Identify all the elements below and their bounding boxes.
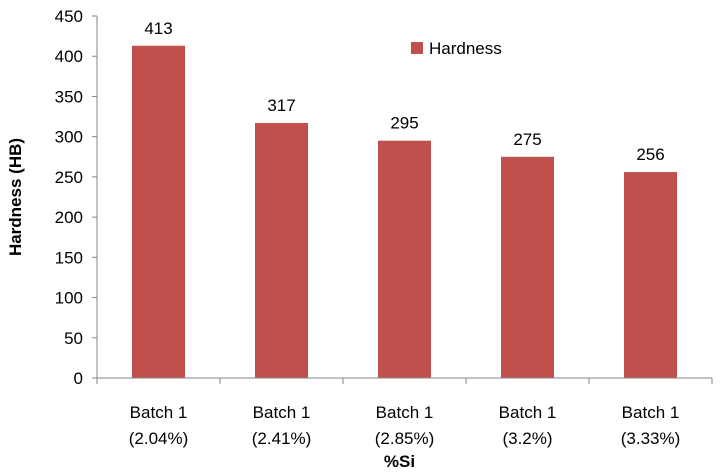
data-label: 295 bbox=[390, 114, 418, 133]
y-tick-label: 400 bbox=[55, 47, 83, 66]
x-axis-title: %Si bbox=[384, 452, 415, 471]
x-axis-ticks: Batch 1 (2.04%) Batch 1 (2.41%) Batch 1 (2.85… bbox=[96, 378, 713, 448]
y-tick-label: 250 bbox=[55, 168, 83, 187]
data-label: 275 bbox=[513, 130, 541, 149]
y-tick-label: 300 bbox=[55, 128, 83, 147]
y-tick-label: 200 bbox=[55, 208, 83, 227]
y-tick-label: 350 bbox=[55, 87, 83, 106]
y-tick-label: 100 bbox=[55, 289, 83, 308]
y-axis-ticks: 0 50 100 150 200 250 300 350 400 450 bbox=[55, 7, 97, 388]
bar bbox=[378, 140, 431, 378]
y-tick-label: 150 bbox=[55, 248, 83, 267]
x-tick-label: (2.85%) bbox=[375, 429, 435, 448]
legend-swatch-hardness bbox=[411, 42, 423, 54]
x-tick-label: Batch 1 bbox=[253, 403, 311, 422]
data-labels: 413 317 295 275 256 bbox=[144, 19, 664, 164]
bar bbox=[624, 172, 677, 378]
y-tick-label: 0 bbox=[74, 369, 83, 388]
data-label: 256 bbox=[636, 145, 664, 164]
bar bbox=[501, 156, 554, 378]
x-tick-label: Batch 1 bbox=[376, 403, 434, 422]
legend-label-hardness: Hardness bbox=[429, 39, 502, 58]
x-tick-label: (3.33%) bbox=[621, 429, 681, 448]
data-label: 413 bbox=[144, 19, 172, 38]
y-tick-label: 50 bbox=[64, 329, 83, 348]
x-tick-label: Batch 1 bbox=[130, 403, 188, 422]
x-tick-label: (2.41%) bbox=[252, 429, 312, 448]
x-tick-label: Batch 1 bbox=[622, 403, 680, 422]
bar bbox=[255, 122, 308, 378]
data-label: 317 bbox=[267, 96, 295, 115]
bars bbox=[132, 45, 677, 379]
legend: Hardness bbox=[411, 39, 502, 58]
x-tick-label: (2.04%) bbox=[129, 429, 189, 448]
y-tick-label: 450 bbox=[55, 7, 83, 26]
x-tick-label: Batch 1 bbox=[499, 403, 557, 422]
x-tick-label: (3.2%) bbox=[502, 429, 552, 448]
y-axis-title: Hardness (HB) bbox=[6, 138, 25, 256]
bar bbox=[132, 45, 185, 379]
